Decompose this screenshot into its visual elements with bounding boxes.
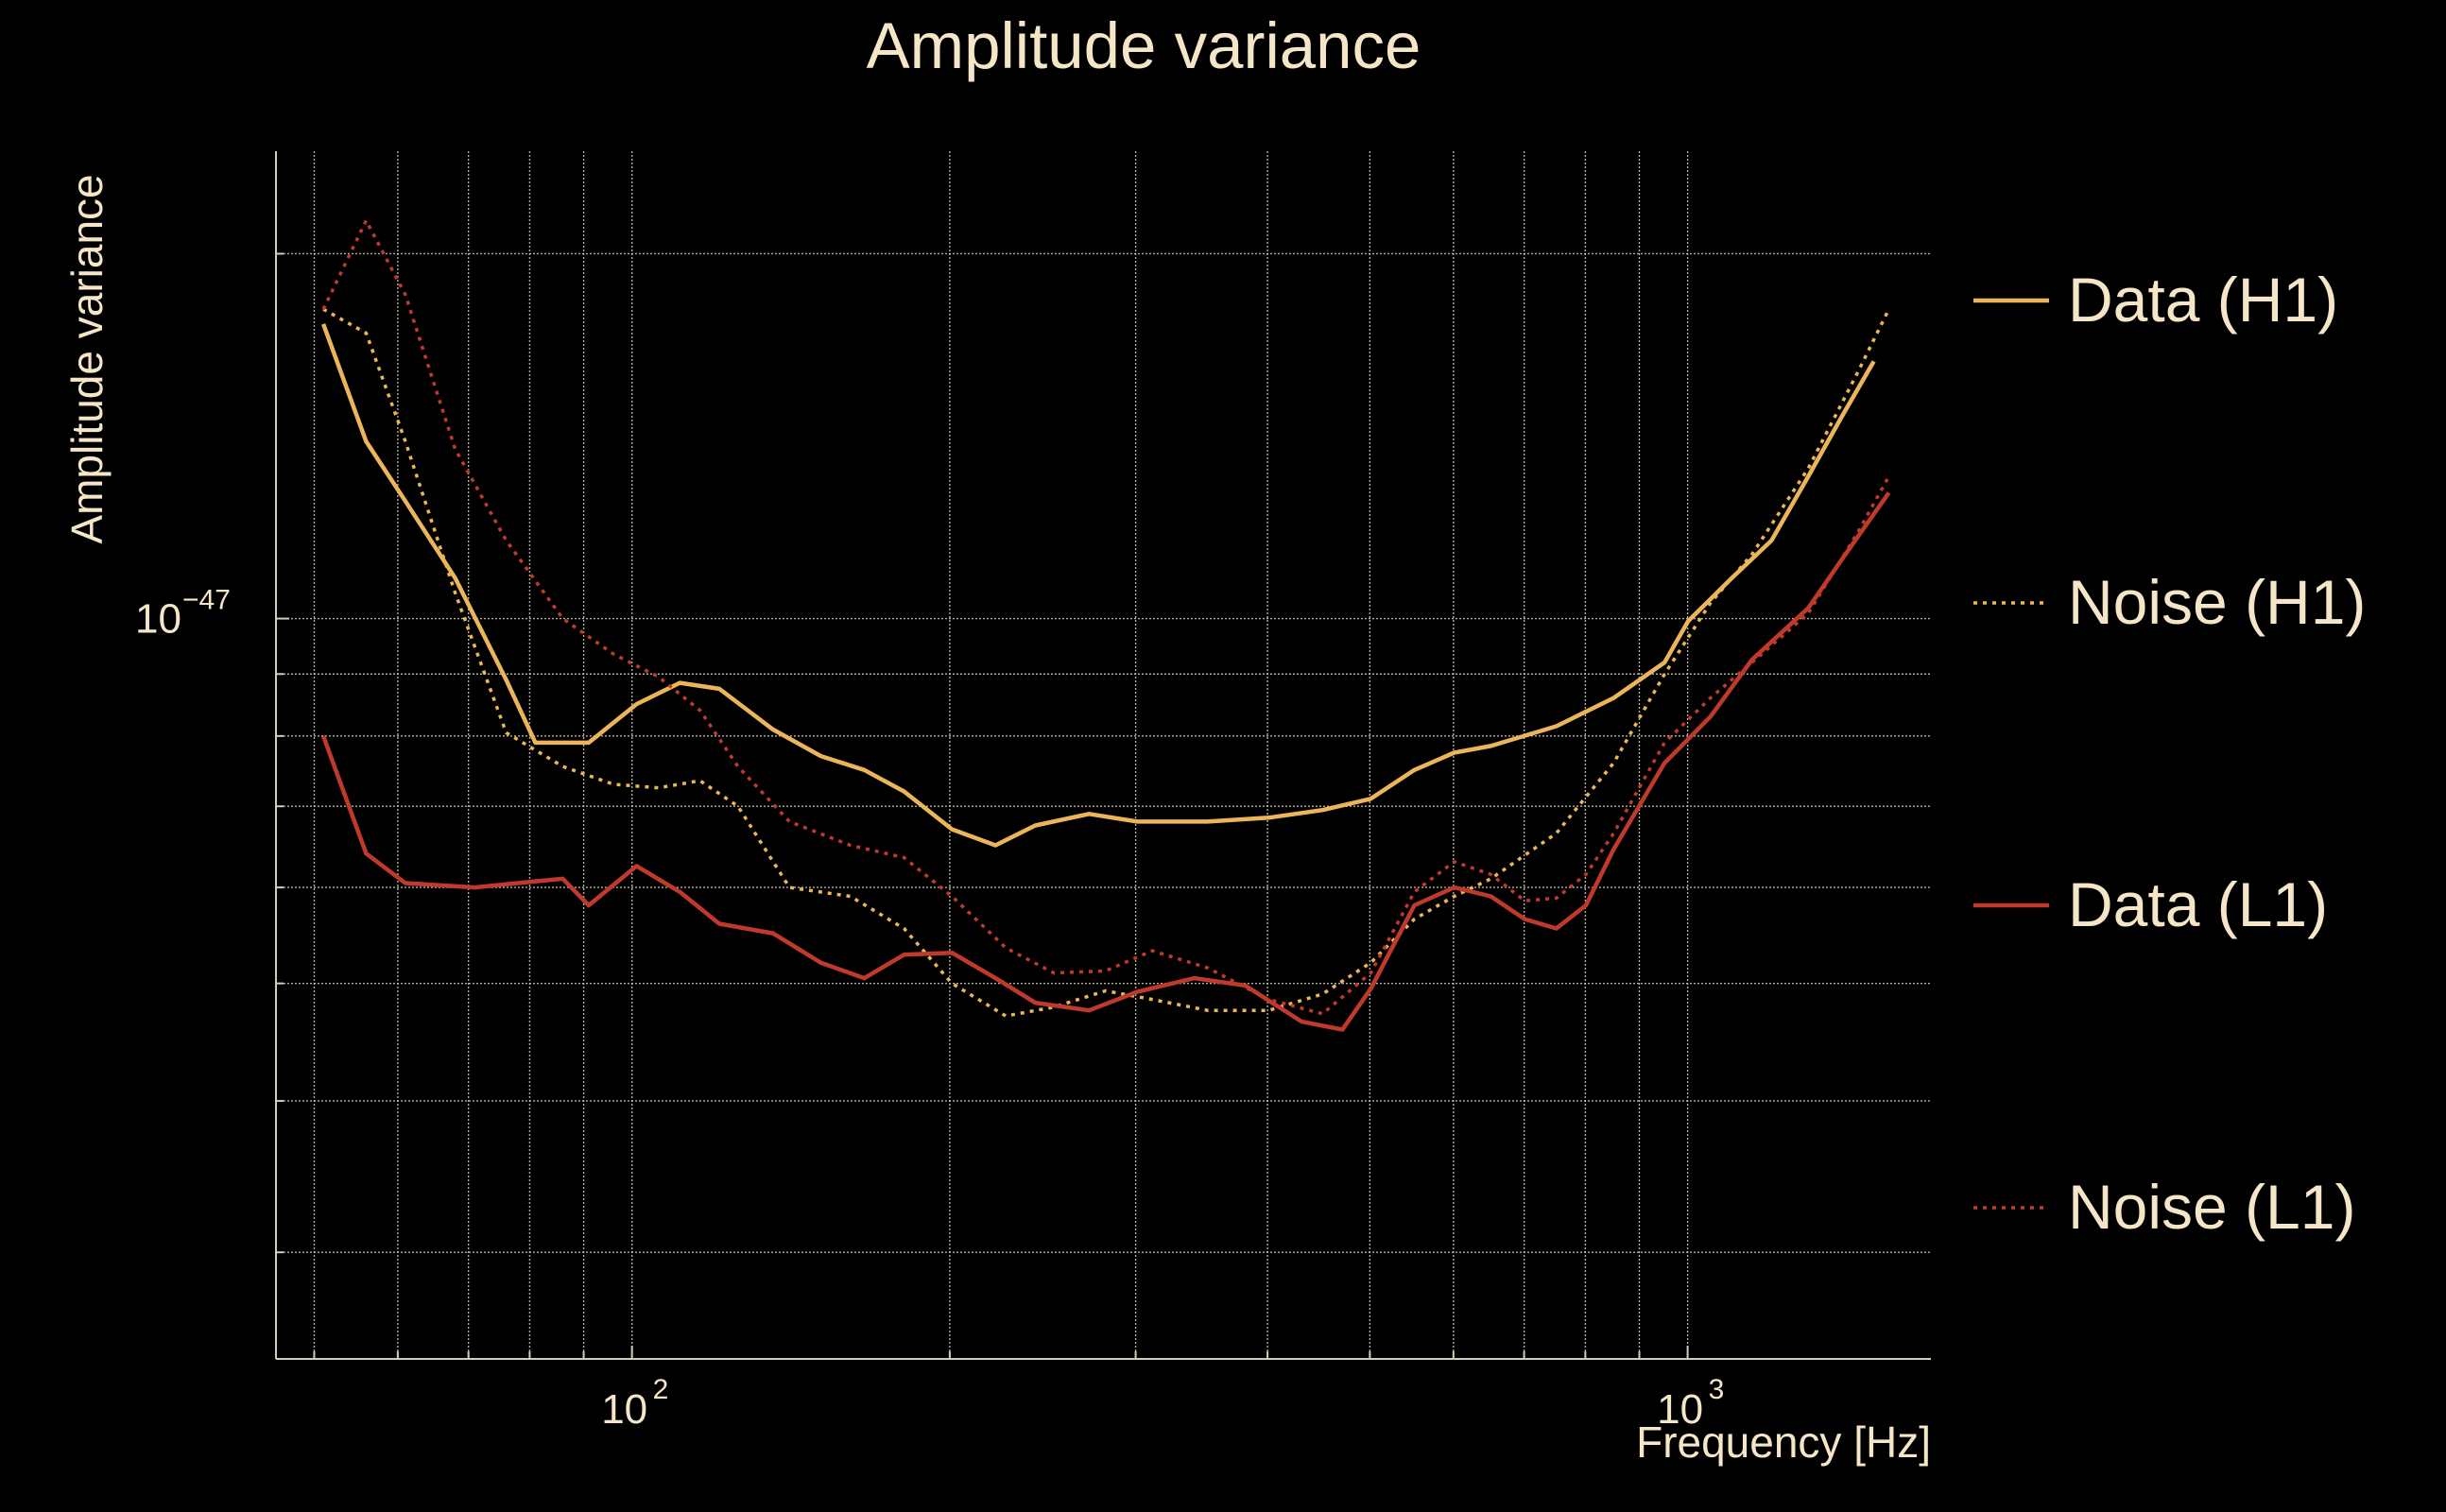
chart-title: Amplitude variance: [867, 9, 1421, 82]
x-tick-label: 10: [601, 1386, 647, 1433]
series-line-3: [321, 218, 1891, 1016]
series-line-0: [320, 323, 1876, 848]
series-lines: [320, 218, 1891, 1032]
y-axis-label: Amplitude variance: [62, 174, 112, 543]
legend-label-0: Data (H1): [2068, 265, 2338, 335]
axes: [275, 151, 1931, 1360]
legend: Data (H1) Noise (H1) Data (L1) Noise (L1): [1973, 265, 2366, 1242]
series-line-1: [322, 307, 1891, 1018]
series-line-2: [320, 491, 1891, 1032]
y-tick-label: 10: [135, 596, 181, 643]
x-axis-label: Frequency [Hz]: [1636, 1418, 1931, 1467]
x-tick-label-exponent: 2: [653, 1374, 669, 1405]
x-tick-label-exponent: 3: [1709, 1374, 1725, 1405]
legend-label-1: Noise (H1): [2068, 567, 2366, 637]
tick-labels: 10 2 10 310 −47: [135, 585, 1724, 1433]
x-tick-label: 10: [1657, 1386, 1703, 1433]
legend-label-3: Noise (L1): [2068, 1172, 2355, 1242]
gridlines: [276, 151, 1931, 1359]
legend-label-2: Data (L1): [2068, 869, 2328, 939]
y-tick-label-exponent: −47: [182, 585, 231, 616]
